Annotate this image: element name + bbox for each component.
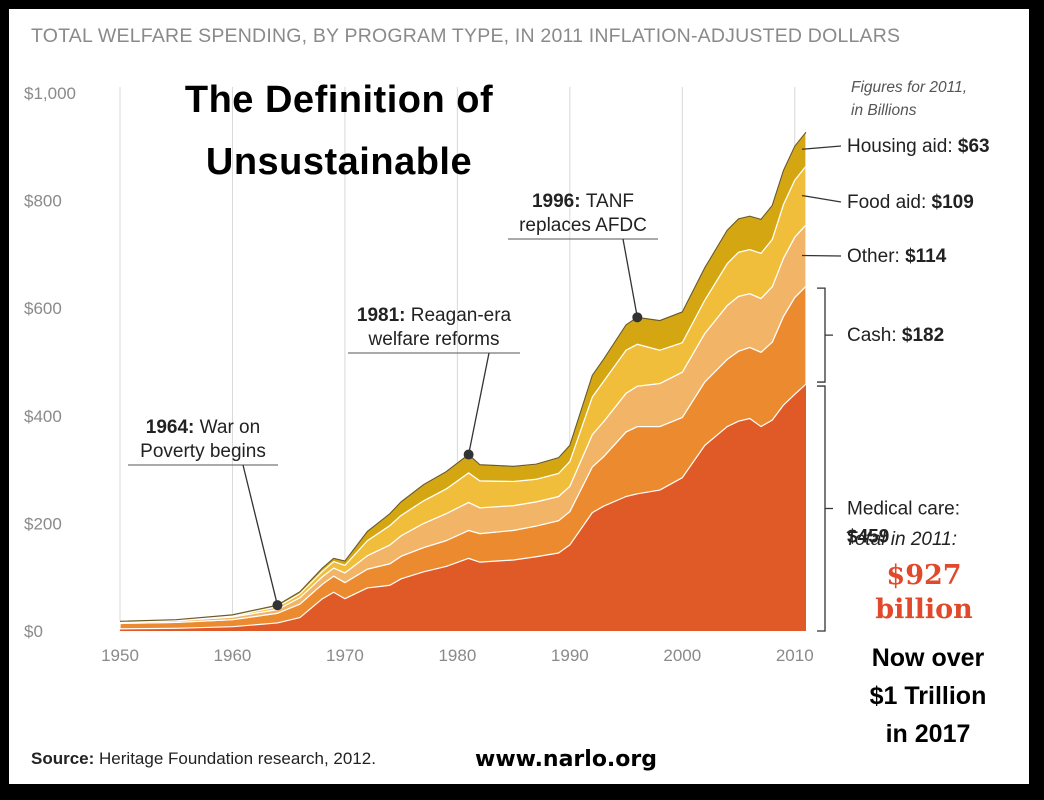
y-tick-label-800: $800 (24, 192, 62, 211)
annotation-line-2-1981: welfare reforms (368, 329, 500, 350)
leader-food-aid (801, 194, 842, 203)
annotation-line-1-1964: 1964: War on (146, 417, 260, 438)
series-label-housing-aid: Housing aid: $63 (847, 136, 990, 157)
y-tick-label-200: $200 (24, 514, 62, 533)
annotation-dot-1981 (463, 449, 474, 460)
annotation-text-1964: War on (200, 417, 261, 438)
stacked-area-chart: $0 $200 $400 $600 $800 $1,000 1950 1960 1970 1980… (24, 84, 990, 665)
annotation-leader-1996 (622, 238, 638, 318)
annotation-line-2-1996: replaces AFDC (519, 215, 647, 236)
series-value-medical-care: $459 (847, 527, 889, 548)
series-value-cash: $182 (902, 325, 944, 346)
annotation-dot-1964 (272, 600, 283, 611)
website-link[interactable]: www.narlo.org (475, 747, 658, 772)
annotation-text-1996: TANF (586, 191, 634, 212)
footnote-trillion: Now over $1 Trillion in 2017 (837, 639, 1019, 753)
x-tick-label-1970: 1970 (326, 646, 364, 665)
x-tick-label-2010: 2010 (776, 646, 814, 665)
annotation-leader-1964 (242, 464, 279, 606)
x-tick-label-1960: 1960 (214, 646, 252, 665)
source-line: Source: Heritage Foundation research, 20… (31, 749, 376, 769)
series-label-food-aid: Food aid: $109 (847, 192, 974, 213)
annotation-dot-1996 (632, 312, 643, 323)
series-label-cash: Cash: $182 (847, 325, 944, 346)
y-tick-label-0: $0 (24, 622, 43, 641)
bracket-cash (817, 287, 833, 383)
x-tick-label-1950: 1950 (101, 646, 139, 665)
annotation-leader-1981 (467, 352, 490, 455)
annotation-line-1-1996: 1996: TANF (532, 191, 634, 212)
series-label-other: Other: $114 (847, 246, 947, 267)
overlay-title-line-1: The Definition of (184, 79, 494, 121)
bracket-medical (817, 385, 833, 632)
total-amount: $927 (886, 560, 962, 591)
series-value-food-aid: $109 (932, 192, 974, 213)
overlay-title-line-2: Unsustainable (205, 141, 473, 183)
total-caption: Total in 2011: (845, 529, 957, 550)
total-outline (119, 131, 807, 622)
annotation-text-1981: Reagan-era (411, 305, 512, 326)
y-tick-label-1000: $1,000 (24, 84, 76, 103)
y-tick-label-400: $400 (24, 407, 62, 426)
source-label: Source: (31, 749, 95, 768)
annotation-line-2-1964: Poverty begins (140, 441, 266, 462)
leader-other (801, 254, 842, 257)
x-tick-label-1990: 1990 (551, 646, 589, 665)
annotation-line-1-1981: 1981: Reagan-era (357, 305, 512, 326)
annotation-year-1996: 1996: (532, 191, 586, 212)
total-value: $927 billion (839, 559, 1009, 627)
figures-note-line-1: Figures for 2011, (851, 79, 968, 96)
footnote-line-1: Now over (871, 644, 985, 672)
chart-frame: $0 $200 $400 $600 $800 $1,000 1950 1960 1970 1980… (9, 9, 1029, 784)
source-text: Heritage Foundation research, 2012. (99, 749, 376, 768)
figures-note-line-2: in Billions (851, 102, 917, 119)
total-unit: billion (875, 594, 973, 625)
y-tick-label-600: $600 (24, 299, 62, 318)
series-value-other: $114 (905, 246, 947, 267)
annotation-year-1964: 1964: (146, 417, 200, 438)
footnote-line-2: $1 Trillion (869, 682, 987, 710)
series-value-housing-aid: $63 (958, 136, 990, 157)
x-tick-label-1980: 1980 (438, 646, 476, 665)
footnote-line-3: in 2017 (885, 720, 971, 748)
x-tick-label-2000: 2000 (663, 646, 701, 665)
overlay-title: The Definition of Unsustainable (119, 69, 559, 193)
annotation-year-1981: 1981: (357, 305, 411, 326)
area-medical-care (120, 384, 806, 631)
leader-housing-aid (801, 145, 842, 150)
chart-header: TOTAL WELFARE SPENDING, BY PROGRAM TYPE,… (31, 25, 901, 47)
series-label-medical-care: Medical care: (847, 499, 960, 520)
